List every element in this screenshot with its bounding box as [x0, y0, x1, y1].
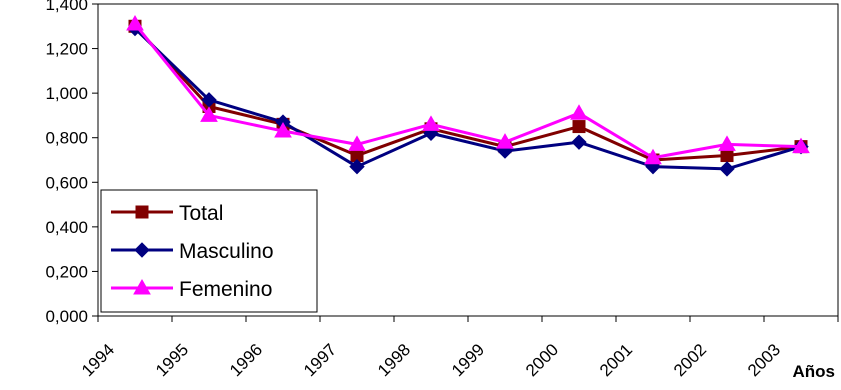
data-point-femenino	[644, 148, 662, 165]
data-point-femenino	[200, 106, 218, 122]
y-tick-label: 1,400	[45, 0, 88, 14]
series-line-total	[133, 25, 802, 162]
x-tick-label: 2002	[670, 340, 710, 380]
x-tick-label: 2003	[744, 340, 784, 380]
series-total	[128, 19, 808, 167]
data-point-femenino	[496, 133, 514, 149]
series-line-masculino	[133, 27, 802, 171]
y-tick-label: 1,000	[45, 84, 88, 103]
series-layer	[126, 15, 810, 177]
legend-marker-femenino	[133, 278, 151, 295]
x-tick-label: 1994	[78, 340, 118, 380]
legend-label-total: Total	[179, 202, 223, 225]
data-point-masculino	[719, 161, 735, 177]
y-tick-label: 0,600	[45, 173, 88, 192]
y-tick-label: 0,200	[45, 262, 88, 281]
x-tick-label: 2000	[522, 340, 562, 380]
data-point-femenino	[274, 122, 292, 138]
series-line-femenino	[133, 23, 802, 160]
x-tick-label: 1999	[448, 340, 488, 380]
data-point-total	[720, 149, 734, 163]
data-point-femenino	[126, 15, 144, 31]
data-point-femenino	[570, 104, 588, 120]
x-tick-label: 1996	[226, 340, 266, 380]
series-femenino	[126, 15, 810, 165]
data-point-masculino	[571, 134, 587, 150]
legend-marker-total	[135, 205, 149, 219]
legend-label-masculino: Masculino	[179, 240, 274, 263]
x-tick-label: 1998	[374, 340, 414, 380]
x-tick-label: 2001	[596, 340, 636, 380]
x-axis-title: Años	[793, 362, 836, 381]
data-point-total	[572, 120, 586, 134]
data-point-femenino	[348, 135, 366, 151]
x-tick-label: 1997	[300, 340, 340, 380]
legend: Total Masculino Femenino	[100, 189, 318, 313]
y-tick-label: 0,800	[45, 129, 88, 148]
legend-label-femenino: Femenino	[179, 278, 272, 301]
data-point-femenino	[718, 135, 736, 151]
data-point-femenino	[792, 137, 810, 154]
y-tick-label: 0,400	[45, 218, 88, 237]
series-masculino	[127, 20, 809, 177]
y-tick-label: 1,200	[45, 40, 88, 59]
data-point-femenino	[422, 115, 440, 131]
x-tick-label: 1995	[152, 340, 192, 380]
data-point-masculino	[349, 158, 365, 175]
y-tick-label: 0,000	[45, 307, 88, 326]
legend-marker-masculino	[134, 242, 150, 258]
